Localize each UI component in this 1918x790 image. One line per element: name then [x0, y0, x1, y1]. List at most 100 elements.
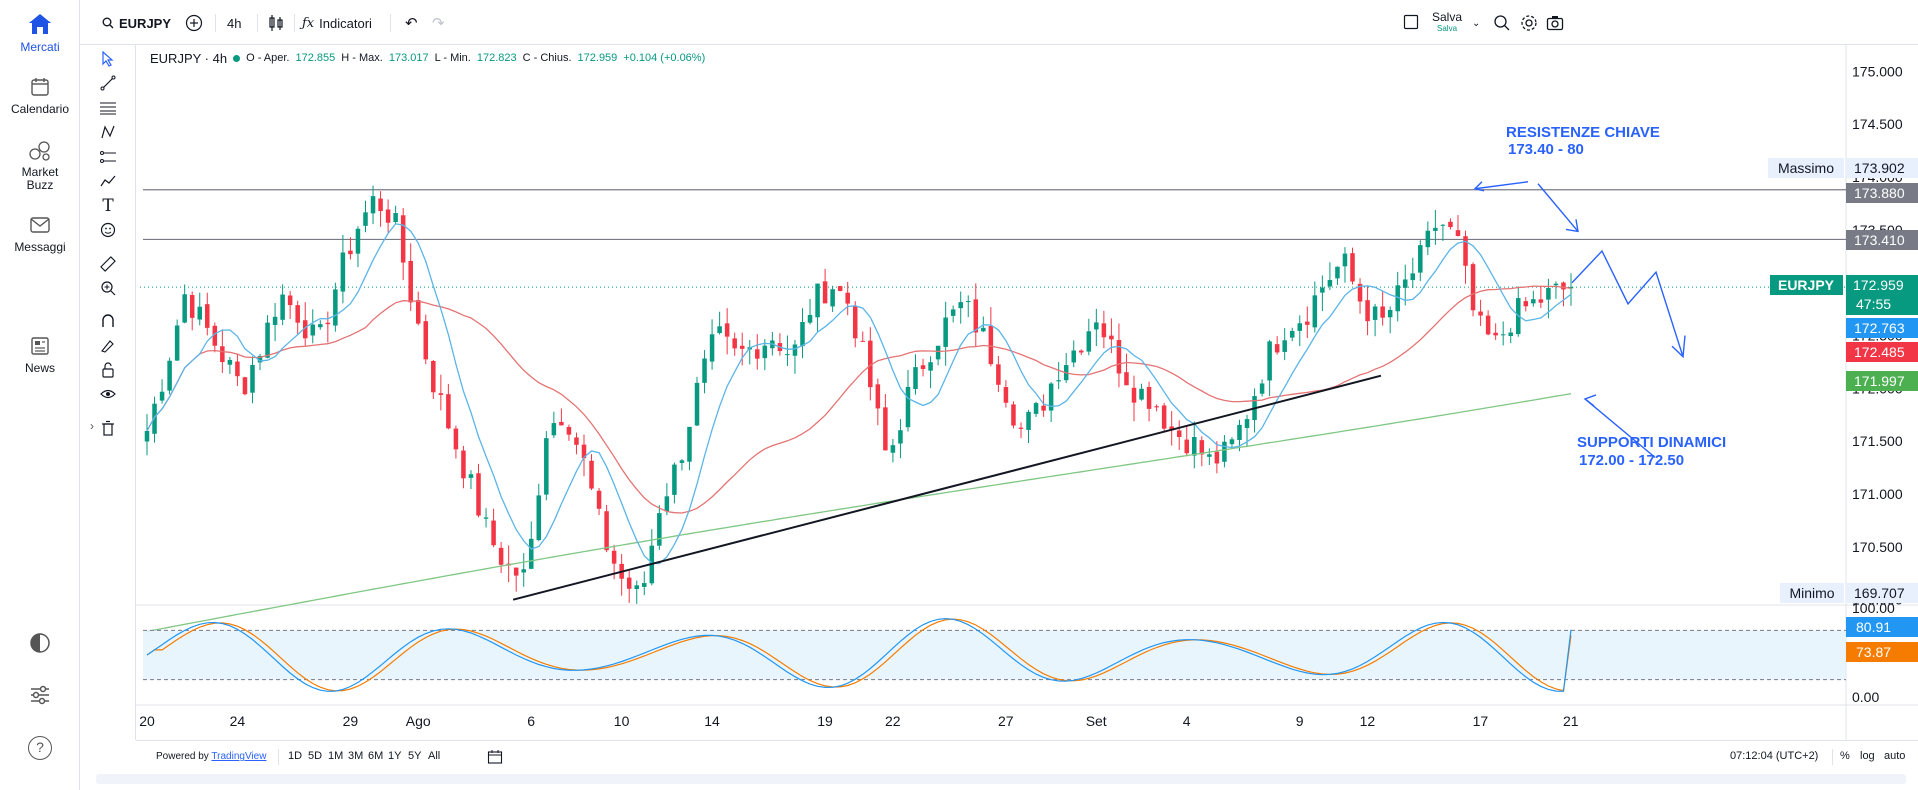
collapse-toolbar-icon[interactable]: ›	[90, 419, 94, 433]
ruler-tool-icon[interactable]	[94, 250, 122, 278]
candle-body	[415, 300, 421, 324]
candle-body	[905, 386, 911, 428]
sliders-icon[interactable]	[28, 683, 52, 707]
cursor-tool-icon[interactable]	[94, 45, 122, 73]
theme-icon[interactable]	[28, 631, 52, 655]
candle-body	[883, 407, 888, 451]
indicators-button[interactable]: ƒx Indicatori	[302, 12, 372, 34]
price-label-value: 172.763	[1854, 320, 1905, 336]
nav-calendario-label: Calendario	[10, 102, 70, 116]
price-tick-label: 174.500	[1852, 116, 1903, 132]
emoji-tool-icon[interactable]	[94, 216, 122, 244]
indicators-label: Indicatori	[319, 15, 372, 31]
trash-icon[interactable]	[94, 414, 122, 442]
fib-tool-icon[interactable]	[94, 94, 122, 122]
extreme-label-box	[1768, 158, 1844, 178]
time-tick-label: 20	[139, 713, 155, 729]
candle-body	[1463, 236, 1468, 266]
percent-toggle[interactable]: %	[1840, 750, 1850, 762]
range-button-6m[interactable]: 6M	[368, 750, 384, 762]
candle-body	[348, 250, 353, 255]
candle-body	[709, 334, 715, 362]
interval-button[interactable]: 4h	[227, 12, 241, 34]
candle-body	[483, 517, 489, 519]
quick-search-icon[interactable]	[1493, 14, 1511, 32]
candle-body	[1244, 419, 1250, 429]
unlock-icon[interactable]	[94, 356, 122, 384]
trendline-tool-icon[interactable]	[94, 69, 122, 97]
help-icon[interactable]: ?	[28, 736, 52, 760]
price-tick-label: 175.000	[1852, 63, 1903, 79]
tradingview-link[interactable]: TradingView	[211, 751, 267, 762]
clock: 07:12:04 (UTC+2)	[1730, 750, 1819, 762]
stoch-d-value: 73.87	[1856, 644, 1891, 660]
brush-tool-icon[interactable]	[94, 167, 122, 195]
symbol-search[interactable]: EURJPY	[102, 12, 171, 34]
candle-body	[581, 444, 587, 459]
candle-body	[1116, 340, 1122, 374]
range-button-5d[interactable]: 5D	[308, 750, 323, 762]
time-tick-label: Set	[1086, 713, 1107, 729]
save-dropdown-icon[interactable]: ⌄	[1472, 17, 1481, 29]
candle-body	[611, 550, 617, 564]
nav-messaggi[interactable]: Messaggi	[0, 214, 80, 254]
undo-icon[interactable]: ↶	[405, 15, 418, 32]
range-button-1y[interactable]: 1Y	[388, 750, 402, 762]
candle-body	[189, 294, 195, 318]
candle-body	[1546, 287, 1551, 300]
eye-icon[interactable]	[94, 380, 122, 408]
save-button[interactable]: Salva Salva	[1432, 10, 1462, 33]
projection-arrowhead	[1671, 335, 1686, 359]
left-navigation: Mercati Calendario Market Buzz Messaggi …	[0, 0, 80, 790]
prediction-tool-icon[interactable]	[94, 143, 122, 171]
gear-icon[interactable]	[1520, 14, 1538, 32]
time-tick-label: 6	[527, 713, 535, 729]
lock-drawings-icon[interactable]	[94, 331, 122, 359]
goto-date-icon[interactable]	[487, 749, 503, 765]
compare-add-icon[interactable]	[185, 14, 203, 32]
candle-body	[642, 583, 647, 587]
range-button-3m[interactable]: 3M	[348, 750, 364, 762]
candle-body	[144, 430, 150, 442]
legend-open: 172.855	[295, 52, 336, 64]
range-button-5y[interactable]: 5Y	[408, 750, 422, 762]
candle-body	[837, 286, 843, 291]
candle-body	[1011, 404, 1016, 426]
fx-icon: ƒx	[302, 15, 315, 31]
nav-news[interactable]: News	[0, 335, 80, 375]
current-price-value: 172.959	[1853, 277, 1904, 293]
text-tool-icon[interactable]: T	[102, 196, 114, 216]
range-button-1m[interactable]: 1M	[328, 750, 344, 762]
candle-body	[1372, 306, 1378, 320]
nav-mercati[interactable]: Mercati	[0, 12, 80, 54]
chart-scrollbar[interactable]	[96, 774, 1906, 784]
candle-body	[438, 393, 444, 395]
candle-body	[1531, 299, 1536, 304]
candle-body	[679, 460, 685, 463]
auto-toggle[interactable]: auto	[1884, 750, 1906, 762]
magnet-tool-icon[interactable]	[94, 307, 122, 335]
nav-calendario[interactable]: Calendario	[0, 76, 80, 116]
candle-body	[212, 325, 218, 346]
support-annotation: 172.00 - 172.50	[1579, 452, 1684, 469]
range-button-all[interactable]: All	[428, 750, 441, 762]
log-toggle[interactable]: log	[1860, 750, 1875, 762]
nav-news-label: News	[24, 361, 55, 375]
candles-icon[interactable]	[268, 14, 284, 32]
pattern-tool-icon[interactable]	[94, 118, 122, 146]
zoom-tool-icon[interactable]	[94, 274, 122, 302]
candle-body	[1561, 282, 1566, 290]
price-label-value: 172.485	[1854, 344, 1905, 360]
annotation-arrow	[1537, 183, 1579, 232]
layout-icon[interactable]	[1403, 14, 1419, 30]
candle-body	[1154, 406, 1159, 408]
resistance-annotation: 173.40 - 80	[1508, 141, 1584, 158]
candle-body	[1237, 424, 1242, 440]
candle-body	[1101, 323, 1107, 338]
nav-market-buzz[interactable]: Market Buzz	[0, 140, 80, 192]
redo-icon[interactable]: ↷	[432, 15, 445, 32]
camera-icon[interactable]	[1546, 14, 1564, 32]
range-button-1d[interactable]: 1D	[288, 750, 303, 762]
separator	[278, 749, 279, 765]
